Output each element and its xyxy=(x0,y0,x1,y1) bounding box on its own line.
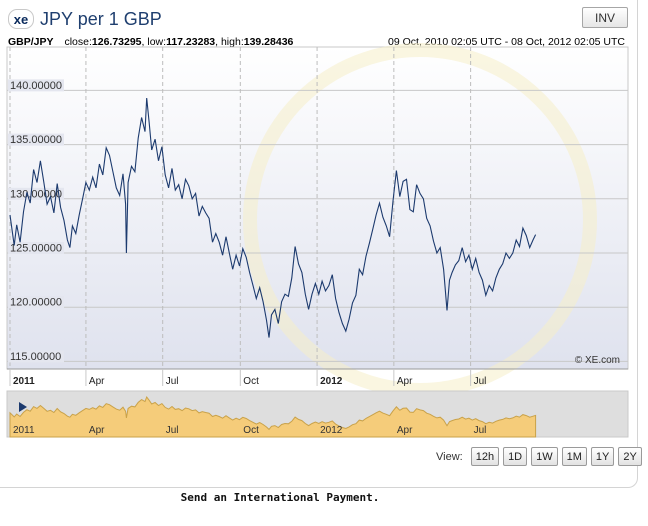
navigator-tick-label: Apr xyxy=(397,425,413,436)
view-12h-button[interactable]: 12h xyxy=(470,447,500,466)
price-line xyxy=(9,97,537,338)
y-tick-label: 140.00000 xyxy=(10,80,62,92)
x-tick-label: Apr xyxy=(397,376,413,387)
view-1w-button[interactable]: 1W xyxy=(531,447,558,466)
view-controls: View: 12h 1D 1W 1M 1Y 2Y xyxy=(436,447,642,466)
xe-logo-text: xe xyxy=(13,11,29,27)
navigator-series xyxy=(9,395,537,438)
xe-logo[interactable]: xe xyxy=(8,9,34,29)
x-tick-label: Jul xyxy=(474,376,487,387)
view-1y-button[interactable]: 1Y xyxy=(590,447,615,466)
high-value: 139.28436 xyxy=(243,36,294,48)
chart-frame xyxy=(0,0,638,488)
y-tick-label: 115.00000 xyxy=(10,351,61,363)
x-tick-label: 2012 xyxy=(320,376,343,387)
date-range: 09 Oct, 2010 02:05 UTC - 08 Oct, 2012 02… xyxy=(388,36,625,48)
y-tick-label-bg xyxy=(8,296,64,309)
view-2y-button[interactable]: 2Y xyxy=(618,447,642,466)
y-tick-label-bg xyxy=(8,350,64,363)
y-tick-label: 130.00000 xyxy=(10,188,62,200)
chart-header: xe JPY per 1 GBP xyxy=(8,6,162,32)
price-chart: 115.00000 120.00000 125.00000 130.00000 135.… xyxy=(6,43,629,438)
pair-label: GBP/JPY xyxy=(8,36,54,48)
x-tick-label: 2011 xyxy=(13,376,35,387)
navigator-tick-label: 2012 xyxy=(320,425,343,436)
navigator-tick-label: 2011 xyxy=(13,425,35,436)
watermark-logo xyxy=(243,43,597,397)
play-icon[interactable] xyxy=(19,402,27,412)
y-tick-label-bg xyxy=(8,241,64,254)
navigator-tick-label: Oct xyxy=(243,425,259,436)
y-tick-label: 120.00000 xyxy=(10,297,62,309)
x-tick-label: Apr xyxy=(89,376,105,387)
view-1d-button[interactable]: 1D xyxy=(503,447,528,466)
view-label: View: xyxy=(436,450,463,463)
navigator-tick-label: Apr xyxy=(89,425,105,436)
y-tick-label-bg xyxy=(8,79,64,92)
close-label: close: xyxy=(64,36,92,48)
low-label: low: xyxy=(147,36,167,48)
y-tick-label-bg xyxy=(8,133,64,146)
y-tick-label: 135.00000 xyxy=(10,134,62,146)
invert-button[interactable]: INV xyxy=(582,7,628,28)
close-value: 126.73295 xyxy=(91,36,142,48)
navigator-tick-label: Jul xyxy=(474,425,487,436)
y-tick-label: 125.00000 xyxy=(10,242,62,254)
low-value: 117.23283 xyxy=(166,36,216,48)
copyright-text: © XE.com xyxy=(575,355,620,366)
high-label: high: xyxy=(220,36,244,48)
view-1m-button[interactable]: 1M xyxy=(561,447,587,466)
chart-title: JPY per 1 GBP xyxy=(40,8,162,29)
x-tick-label: Jul xyxy=(166,376,179,387)
stats-line: GBP/JPY close:126.73295, low:117.23283, … xyxy=(8,36,294,48)
navigator-tick-label: Jul xyxy=(166,425,179,436)
send-payment-link[interactable]: Send an International Payment. xyxy=(180,491,380,504)
x-tick-label: Oct xyxy=(243,376,259,387)
